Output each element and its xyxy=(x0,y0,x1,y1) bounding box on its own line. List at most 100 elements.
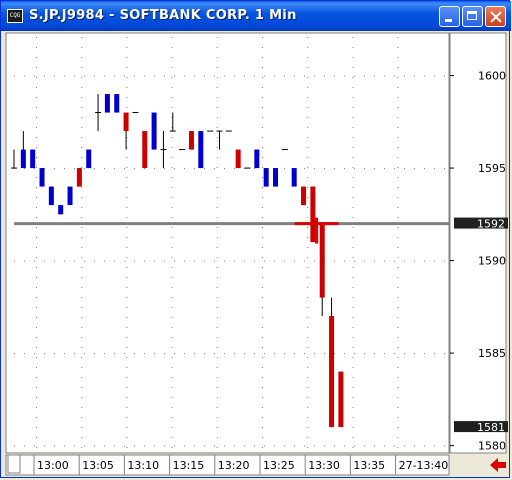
grid-dot xyxy=(81,97,83,98)
grid-dot xyxy=(36,377,37,378)
grid-dot xyxy=(171,307,173,308)
grid-dot xyxy=(81,87,83,88)
candle xyxy=(151,112,157,150)
grid-dot xyxy=(171,317,173,318)
minimize-button[interactable] xyxy=(439,6,460,27)
grid-dot xyxy=(126,157,128,158)
grid-dot xyxy=(214,260,215,262)
grid-dot xyxy=(104,75,105,77)
grid-dot xyxy=(94,75,95,77)
grid-dot xyxy=(114,445,115,447)
grid-dot xyxy=(216,387,218,388)
grid-dot xyxy=(364,168,365,170)
grid-dot xyxy=(171,257,173,258)
grid-dot xyxy=(171,327,173,328)
grid-dot xyxy=(307,107,309,108)
grid-dot xyxy=(154,445,155,447)
grid-dot xyxy=(24,168,25,170)
scroll-handle[interactable] xyxy=(7,454,21,474)
grid-dot xyxy=(184,168,185,170)
candle-body xyxy=(20,149,26,169)
grid-dot xyxy=(81,67,83,68)
grid-dot xyxy=(262,277,263,278)
candle xyxy=(76,168,82,187)
candle xyxy=(273,168,279,187)
grid-dot xyxy=(81,117,83,118)
grid-dot xyxy=(126,227,128,228)
grid-dot xyxy=(262,397,263,398)
grid-dot xyxy=(154,353,155,355)
grid-dot xyxy=(344,75,345,77)
candle xyxy=(95,94,102,132)
candle-body xyxy=(254,149,260,169)
grid-dot xyxy=(104,353,105,355)
grid-dot xyxy=(36,147,37,148)
grid-dot xyxy=(397,57,399,58)
grid-dot xyxy=(397,317,399,318)
grid-dot xyxy=(114,353,115,355)
grid-dot xyxy=(44,260,45,262)
grid-dot xyxy=(352,277,354,278)
grid-dot xyxy=(262,227,263,228)
grid-dot xyxy=(81,147,83,148)
grid-dot xyxy=(307,347,309,348)
grid-dot xyxy=(36,277,37,278)
grid-dot xyxy=(104,168,105,170)
grid-dot xyxy=(81,137,83,138)
grid-dot xyxy=(81,427,83,428)
grid-dot xyxy=(352,187,354,188)
grid-dot xyxy=(216,97,218,98)
grid-dot xyxy=(36,127,37,128)
grid-dot xyxy=(64,260,65,262)
grid-dot xyxy=(154,168,155,170)
candle-body xyxy=(310,186,316,243)
grid-dot xyxy=(126,377,128,378)
grid-dot xyxy=(264,75,265,77)
grid-dot xyxy=(36,287,37,288)
grid-dot xyxy=(54,353,55,355)
candle xyxy=(48,186,54,206)
grid-dot xyxy=(424,168,425,170)
grid-dot xyxy=(171,87,173,88)
grid-dot xyxy=(397,437,399,438)
grid-dot xyxy=(307,287,309,288)
close-button[interactable] xyxy=(485,6,506,27)
price-chart[interactable]: 1580 1585 1590 1595 1600 13:00 13:05 13:10 13:1… xyxy=(4,31,508,476)
candle-series xyxy=(11,94,344,428)
arrow-left-icon[interactable] xyxy=(490,458,506,472)
grid-dot xyxy=(352,357,354,358)
grid-dot xyxy=(307,197,309,198)
grid-dot xyxy=(262,97,263,98)
grid-dot xyxy=(54,445,55,447)
maximize-button[interactable] xyxy=(462,6,483,27)
grid-dot xyxy=(352,67,354,68)
grid-dot xyxy=(36,227,37,228)
grid-dot xyxy=(352,267,354,268)
grid-dot xyxy=(394,75,395,77)
grid-dot xyxy=(144,260,145,262)
candle-body xyxy=(188,131,194,150)
grid-dot xyxy=(124,260,125,262)
grid-dot xyxy=(104,260,105,262)
grid-dot xyxy=(134,445,135,447)
grid-dot xyxy=(171,267,173,268)
title-bar[interactable]: CQG S.JP.J9984 - SOFTBANK CORP. 1 Min xyxy=(1,1,511,31)
grid-dot xyxy=(354,260,355,262)
grid-dot xyxy=(36,67,37,68)
grid-dot xyxy=(81,197,83,198)
plot-area[interactable] xyxy=(5,32,450,454)
app-icon[interactable]: CQG xyxy=(7,9,23,23)
grid-dot xyxy=(216,57,218,58)
grid-dot xyxy=(397,427,399,428)
grid-dot xyxy=(24,75,25,77)
grid-dot xyxy=(216,407,218,408)
grid-dot xyxy=(84,168,85,170)
grid-dot xyxy=(352,367,354,368)
grid-dot xyxy=(307,47,309,48)
grid-dot xyxy=(36,177,37,178)
grid-dot xyxy=(384,445,385,447)
grid-dot xyxy=(114,260,115,262)
grid-dot xyxy=(171,137,173,138)
grid-dot xyxy=(216,217,218,218)
grid-dot xyxy=(81,437,83,438)
